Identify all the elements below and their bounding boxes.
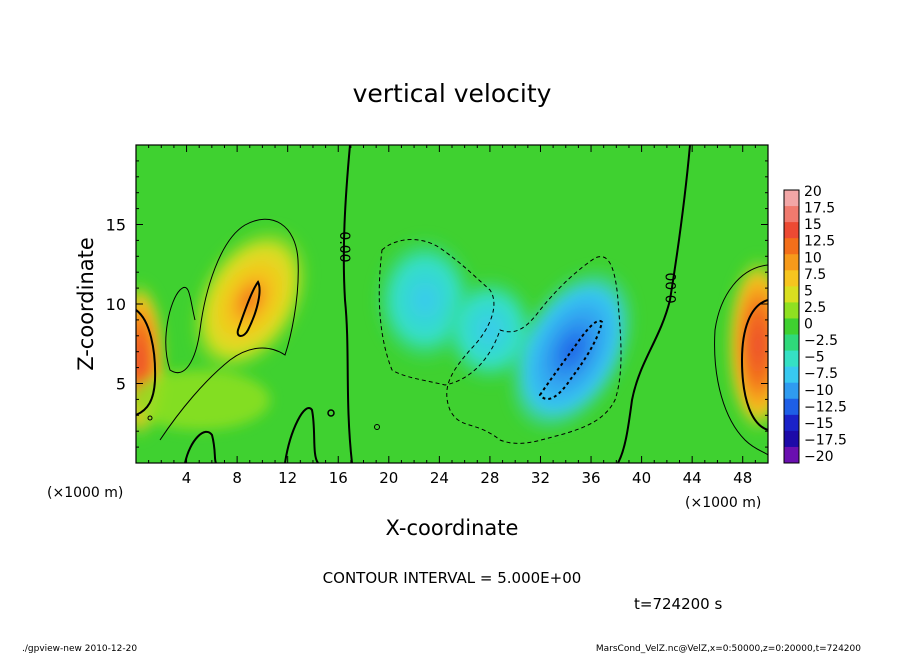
y-tick-label: 5 — [116, 375, 126, 394]
colorbar-label: −20 — [804, 449, 834, 465]
updraft-base-left — [136, 370, 270, 430]
colorbar-swatch — [784, 270, 799, 287]
colorbar-label: −12.5 — [804, 399, 847, 415]
colorbar-swatch — [784, 334, 799, 351]
colorbar-swatch — [784, 318, 799, 335]
colorbar-swatch — [784, 286, 799, 303]
x-axis-label: X-coordinate — [386, 516, 519, 540]
colorbar-swatch — [784, 446, 799, 464]
x-unit-label-right: (×1000 m) — [685, 495, 761, 511]
colorbar-label: −10 — [804, 383, 834, 399]
colorbar-swatch — [784, 302, 799, 319]
y-tick-label: 15 — [106, 216, 126, 235]
contour-label-right: 0.00 — [664, 272, 680, 303]
footer-right: MarsCond_VelZ.nc@VelZ,x=0:50000,z=0:2000… — [596, 644, 861, 654]
zero-contour-bottom — [184, 430, 217, 463]
x-tick-label: 20 — [379, 469, 398, 487]
x-tick-label: 16 — [329, 469, 348, 487]
colorbar: 2017.51512.5107.552.50−2.5−5−7.5−10−12.5… — [783, 184, 847, 465]
y-axis-label: Z-coordinate — [74, 237, 98, 371]
positive-core-contour — [236, 280, 261, 337]
colorbar-swatch — [784, 350, 799, 368]
zero-contour-right-edge — [740, 299, 768, 431]
colorbar-swatch — [784, 398, 799, 416]
colorbar-swatch — [784, 382, 799, 400]
zero-contour-right — [617, 145, 691, 463]
small-contour-a — [327, 409, 335, 417]
colorbar-label: 7.5 — [804, 267, 826, 283]
colorbar-label: 5 — [804, 283, 813, 299]
colorbar-label: −2.5 — [804, 333, 838, 349]
colorbar-label: 20 — [804, 184, 822, 200]
colorbar-label: 0 — [804, 317, 813, 333]
negative-contour-core — [538, 320, 604, 400]
x-tick-label: 44 — [683, 469, 702, 487]
colorbar-label: 17.5 — [804, 201, 835, 217]
small-contour-b — [374, 424, 380, 430]
colorbar-swatch — [784, 238, 799, 255]
time-stamp: t=724200 s — [634, 595, 722, 613]
plot-area — [136, 145, 768, 463]
colorbar-label: 15 — [804, 217, 822, 233]
colorbar-label: −7.5 — [804, 366, 838, 382]
colorbar-label: 10 — [804, 250, 822, 266]
colorbar-swatch — [784, 414, 799, 432]
x-tick-label: 28 — [480, 469, 499, 487]
x-tick-label: 36 — [581, 469, 600, 487]
x-tick-label: 40 — [632, 469, 651, 487]
zero-contour-center — [342, 145, 353, 463]
colorbar-frame — [783, 189, 800, 464]
x-tick-label: 4 — [182, 469, 192, 487]
colorbar-swatch — [784, 254, 799, 271]
colorbar-swatch — [784, 190, 799, 207]
colorbar-label: −5 — [804, 350, 825, 366]
colorbar-swatch — [784, 430, 799, 448]
x-tick-label: 48 — [733, 469, 752, 487]
positive-contour-plume — [159, 218, 299, 441]
x-tick-label: 12 — [278, 469, 297, 487]
x-tick-label: 8 — [232, 469, 242, 487]
colorbar-label: 12.5 — [804, 234, 835, 250]
contour-label-left: 0.00 — [336, 231, 352, 262]
colorbar-label: −17.5 — [804, 432, 847, 448]
x-tick-label: 24 — [430, 469, 449, 487]
x-tick-label: 32 — [531, 469, 550, 487]
footer-left: ./gpview-new 2010-12-20 — [22, 644, 137, 654]
colorbar-swatch — [784, 222, 799, 239]
zero-contour-bottom-2 — [284, 407, 319, 463]
chart-title: vertical velocity — [353, 79, 552, 108]
positive-contour-right — [714, 264, 768, 456]
zero-contour-left-edge — [136, 309, 157, 416]
negative-contour-outer — [378, 239, 622, 444]
colorbar-swatch — [784, 206, 799, 223]
x-axis-ticks: 4 8 12 16 20 24 28 32 36 40 44 48 — [148, 145, 756, 487]
colorbar-label: 2.5 — [804, 300, 826, 316]
x-unit-label: (×1000 m) — [47, 485, 123, 501]
colorbar-label: −15 — [804, 416, 834, 432]
colorbar-swatch — [784, 366, 799, 384]
updraft-right-edge — [726, 255, 768, 435]
contour-interval: CONTOUR INTERVAL = 5.000E+00 — [323, 569, 582, 587]
small-contour-c — [147, 415, 153, 421]
y-tick-label: 10 — [106, 295, 126, 314]
y-axis-ticks: 5 10 15 — [106, 160, 768, 448]
